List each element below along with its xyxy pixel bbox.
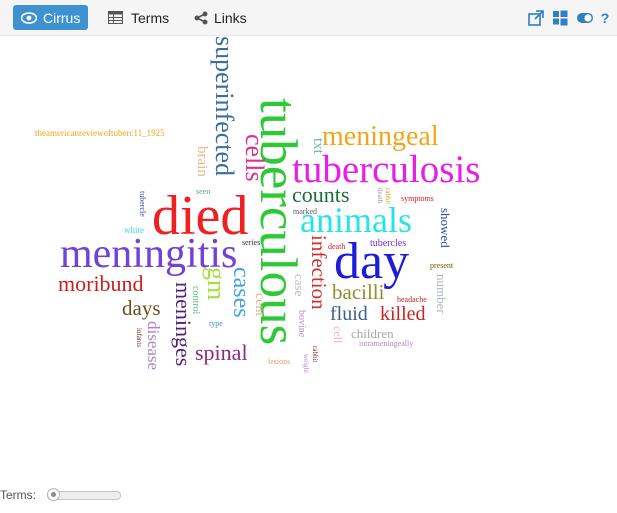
word-killed[interactable]: killed	[380, 303, 426, 325]
word-cases[interactable]: cases	[228, 267, 254, 318]
word-number[interactable]: number	[434, 274, 449, 314]
svg-text:?: ?	[601, 10, 610, 26]
tab-links[interactable]: Links	[190, 5, 260, 30]
word-infants[interactable]: infants	[135, 328, 143, 348]
word-tuberculosis[interactable]: tuberculosis	[292, 148, 481, 191]
word-died[interactable]: died	[152, 185, 249, 247]
word-txt[interactable]: txt	[310, 138, 326, 154]
terms-slider-thumb[interactable]	[47, 488, 60, 501]
eye-icon	[21, 11, 37, 24]
word-type[interactable]: type	[209, 319, 223, 328]
word-meningitis[interactable]: meningitis	[60, 231, 238, 277]
word-marked[interactable]: marked	[293, 207, 317, 216]
tab-terms[interactable]: Terms	[104, 5, 184, 30]
tab-cirrus-label: Cirrus	[43, 9, 81, 26]
word-present[interactable]: present	[430, 261, 454, 270]
word-spinal[interactable]: spinal	[195, 340, 248, 365]
word-cent[interactable]: cent	[252, 293, 267, 317]
word-case[interactable]: case	[292, 274, 307, 297]
word-bacilli[interactable]: bacilli	[332, 280, 385, 304]
table-icon	[108, 11, 123, 24]
tab-terms-label: Terms	[131, 9, 170, 26]
word-showed[interactable]: showed	[438, 208, 453, 248]
word-series[interactable]: series	[242, 238, 261, 247]
word-lesions[interactable]: lesions	[268, 357, 291, 366]
toolbar: Cirrus Terms Links	[0, 0, 617, 36]
toggle-icon[interactable]	[576, 10, 594, 26]
word-moribund[interactable]: moribund	[58, 271, 144, 296]
export-icon[interactable]	[528, 10, 544, 26]
share-icon	[194, 11, 208, 25]
word-rabbit-small[interactable]: rabbit	[384, 188, 392, 205]
word-gm[interactable]: gm	[202, 267, 231, 301]
word-days[interactable]: days	[122, 296, 161, 320]
word-control[interactable]: control	[190, 286, 201, 315]
word-cells[interactable]: cells	[240, 134, 269, 182]
word-bovine[interactable]: bovine	[296, 310, 307, 338]
word-superinfected[interactable]: superinfected	[210, 36, 239, 177]
tab-cirrus[interactable]: Cirrus	[13, 5, 88, 30]
word-rabbit[interactable]: rabbit	[311, 346, 319, 363]
word-death-small[interactable]: death	[376, 188, 384, 204]
terms-label: Terms:	[0, 488, 36, 502]
word-intrameningeally[interactable]: intrameningeally	[359, 339, 414, 348]
tab-links-label: Links	[214, 9, 247, 26]
word-tubercles[interactable]: tubercles	[370, 238, 407, 249]
word-headache[interactable]: headache	[397, 295, 427, 304]
word-weight[interactable]: weight	[302, 354, 310, 374]
word-brain[interactable]: brain	[194, 146, 210, 177]
word-seen[interactable]: seen	[196, 187, 211, 196]
help-icon[interactable]: ?	[599, 10, 611, 26]
word-cell[interactable]: cell	[331, 326, 345, 344]
word-meningeal[interactable]: meningeal	[322, 121, 439, 152]
word-theamericanreview[interactable]: theamericanreviewoftuberc11_1925	[35, 128, 165, 138]
word-white[interactable]: white	[124, 225, 144, 235]
word-fluid[interactable]: fluid	[330, 303, 368, 325]
word-counts[interactable]: counts	[292, 182, 350, 207]
windows-icon[interactable]	[552, 10, 568, 26]
word-symptoms[interactable]: symptoms	[401, 194, 434, 203]
word-tubercle[interactable]: tubercle	[138, 191, 147, 217]
word-infection[interactable]: infection	[307, 235, 331, 310]
word-disease[interactable]: disease	[144, 321, 163, 371]
word-day[interactable]: day	[334, 233, 410, 290]
word-death[interactable]: death	[328, 242, 346, 251]
word-children[interactable]: children	[351, 326, 394, 341]
word-cloud: tuberculous died day meningitis tubercul…	[0, 36, 617, 476]
word-animals[interactable]: animals	[300, 200, 412, 240]
